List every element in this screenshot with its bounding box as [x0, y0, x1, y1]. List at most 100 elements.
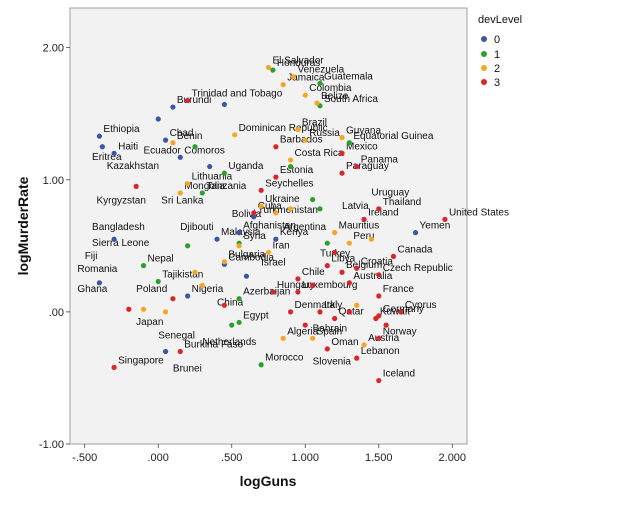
- point-devlevel-3: [310, 282, 316, 289]
- point-label-mexico: Mexico: [346, 141, 378, 152]
- y-tick-label: 1.00: [43, 175, 64, 187]
- point-spain: [310, 335, 316, 341]
- point-belize: [314, 100, 320, 106]
- point-oman: [324, 346, 330, 352]
- point-chile: [295, 276, 301, 282]
- point-norway: [376, 335, 382, 341]
- point-mauritius: [332, 230, 338, 236]
- point-equatorial-guinea: [346, 140, 352, 146]
- label-bahrain: Bahrain: [313, 324, 347, 335]
- point-ireland: [361, 216, 367, 222]
- point-hungary: [270, 289, 276, 295]
- point-bulgaria: [221, 259, 227, 265]
- point-burundi: [170, 104, 176, 110]
- point-label-czech-republic: Czech Republic: [383, 263, 453, 274]
- point-label-libya: Libya: [331, 254, 355, 265]
- label-senegal: Senegal: [158, 330, 195, 341]
- point-devlevel-0: [221, 101, 227, 108]
- point-canada: [390, 253, 397, 259]
- legend-marker-1: [481, 51, 487, 57]
- point-label-luxembourg: Luxembourg: [302, 280, 358, 291]
- point-italy: [317, 309, 323, 315]
- label-eritrea: Eritrea: [92, 152, 122, 163]
- point-label-russia: Russia: [309, 128, 340, 139]
- point-trinidad-and-tobago: [185, 97, 191, 104]
- label-sierra-leone: Sierra Leone: [92, 238, 150, 249]
- point-label-germany: Germany: [383, 304, 424, 315]
- point-label-comoros: Comoros: [184, 145, 225, 156]
- point-mexico: [339, 150, 345, 156]
- point-paraguay: [339, 170, 345, 176]
- point-label-tajikistan: Tajikistan: [162, 269, 203, 280]
- point-label-chile: Chile: [302, 267, 325, 278]
- point-label-croatia: Croatia: [361, 256, 394, 267]
- point-label-kuwait: Kuwait: [380, 306, 410, 317]
- point-labels: EthiopiaChadBurundiHaitiComorosMalaysiaC…: [77, 55, 509, 379]
- y-axis-title: logMurderRate: [15, 176, 31, 275]
- point-devlevel-0: [96, 280, 103, 286]
- point-devlevel-2: [287, 206, 294, 212]
- point-label-seychelles: Seychelles: [265, 178, 313, 189]
- point-label-egypt: Egypt: [243, 310, 269, 321]
- point-label-australia: Australia: [353, 271, 392, 282]
- point-label-oman: Oman: [331, 337, 358, 348]
- x-tick-label: 1.500: [365, 452, 393, 464]
- point-devlevel-3: [170, 296, 176, 302]
- point-label-venezuela: Venezuela: [297, 65, 344, 76]
- point-devlevel-0: [111, 236, 117, 242]
- point-label-costa-rica: Costa Rica: [295, 148, 344, 159]
- point-devlevel-3: [126, 306, 132, 312]
- label-fiji: Fiji: [85, 251, 98, 262]
- label-djibouti: Djibouti: [180, 222, 213, 233]
- legend-title: devLevel: [478, 14, 522, 26]
- point-morocco: [258, 362, 264, 368]
- point-devlevel-2: [192, 269, 198, 275]
- label-latvia: Latvia: [342, 201, 369, 212]
- point-label-turkmenistan: Turkmenistan: [258, 205, 318, 216]
- point-label-cuba: Cuba: [258, 201, 282, 212]
- point-label-spain: Spain: [317, 326, 343, 337]
- x-tick-label: .000: [148, 452, 169, 464]
- point-label-iran: Iran: [273, 240, 290, 251]
- point-label-ireland: Ireland: [368, 207, 399, 218]
- point-label-norway: Norway: [383, 326, 417, 337]
- point-comoros: [177, 154, 183, 160]
- axes: -.500 .000 .500 1.000 1.500 2.000 -1.00 .00 1.00…: [39, 43, 466, 464]
- point-devlevel-1: [229, 322, 235, 328]
- point-label-ukraine: Ukraine: [265, 194, 300, 205]
- point-devlevel-0: [243, 273, 250, 279]
- point-afghanistan: [236, 230, 242, 236]
- point-devlevel-2: [354, 302, 360, 308]
- legend-label-1: 1: [494, 49, 500, 61]
- point-chad: [162, 137, 169, 143]
- point-cyprus: [398, 309, 404, 315]
- point-peru: [346, 240, 352, 246]
- point-kenya: [273, 236, 279, 242]
- point-cuba: [251, 210, 257, 216]
- point-label-estonia: Estonia: [280, 165, 314, 176]
- point-el-salvador: [265, 64, 272, 71]
- point-label-thailand: Thailand: [383, 197, 421, 208]
- legend-label-3: 3: [494, 77, 500, 89]
- point-devlevel-0: [155, 116, 161, 122]
- point-austria: [361, 342, 367, 348]
- point-turkmenistan: [251, 214, 257, 220]
- point-iran: [265, 249, 272, 256]
- point-label-mongolia: Mongolia: [184, 181, 225, 192]
- point-singapore: [111, 364, 117, 370]
- label-china: China: [217, 297, 244, 308]
- point-label-denmark: Denmark: [295, 300, 337, 311]
- point-label-burundi: Burundi: [177, 95, 211, 106]
- point-luxembourg: [295, 289, 301, 295]
- point-label-lithuania: Lithuania: [192, 172, 233, 183]
- point-label-peru: Peru: [353, 231, 374, 242]
- label-brunei: Brunei: [173, 363, 202, 374]
- x-tick-label: 2.000: [439, 452, 467, 464]
- point-ethiopia: [96, 133, 103, 139]
- point-label-syria: Syria: [243, 231, 266, 242]
- y-tick-label: -1.00: [39, 439, 64, 451]
- point-label-lebanon: Lebanon: [361, 346, 400, 357]
- point-label-iceland: Iceland: [383, 369, 415, 380]
- point-devlevel-2: [368, 236, 375, 242]
